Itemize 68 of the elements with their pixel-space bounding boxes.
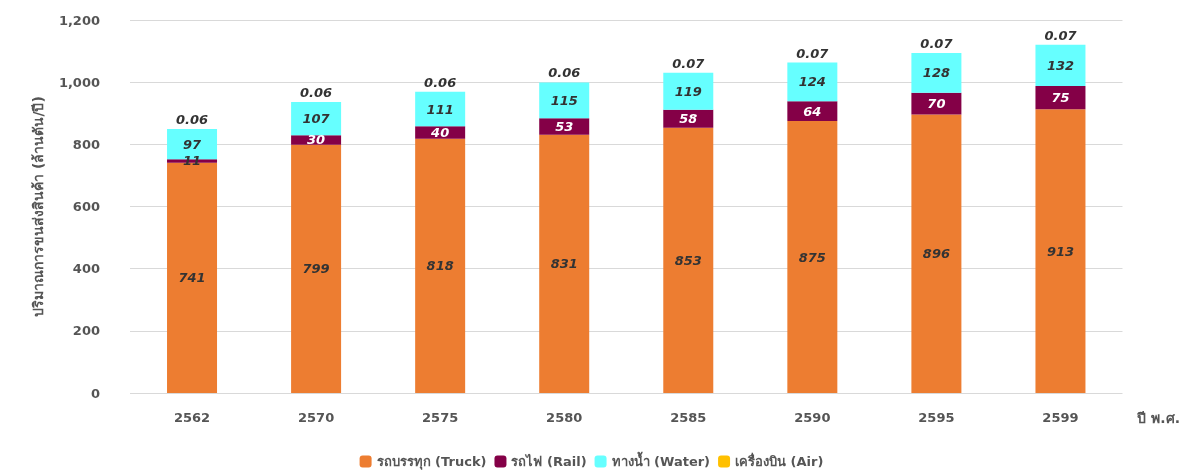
y-tick-label: 1,000: [58, 74, 100, 90]
y-tick-label: 200: [72, 323, 100, 339]
data-label: 741: [178, 270, 206, 286]
data-label: 75: [1051, 90, 1070, 106]
bar: [663, 72, 714, 110]
bar: [415, 138, 466, 393]
data-label: 70: [927, 96, 946, 112]
x-tick-label: 2595: [918, 410, 955, 425]
data-label: 0.07: [1044, 27, 1078, 43]
x-tick-label: 2585: [670, 410, 707, 425]
data-label: 0.06: [424, 74, 457, 90]
data-label: 799: [302, 261, 330, 277]
data-label: 913: [1046, 243, 1075, 259]
data-label: 875: [798, 249, 826, 265]
data-label: 831: [550, 256, 578, 272]
x-tick-label: 2575: [422, 410, 459, 425]
y-tick-label: 600: [72, 199, 100, 214]
y-tick-label: 400: [72, 261, 100, 277]
data-label: 818: [426, 258, 454, 274]
bar: [787, 62, 838, 102]
data-label: 58: [679, 111, 698, 127]
bar: [539, 82, 590, 119]
data-label: 40: [430, 125, 450, 141]
bar: [787, 121, 838, 393]
bar: [1035, 109, 1086, 393]
data-label: 853: [674, 252, 702, 268]
bar: [291, 144, 342, 393]
x-tick-label: 2562: [173, 410, 211, 425]
data-label: 111: [426, 101, 454, 117]
data-label: 0.07: [796, 45, 830, 61]
legend-label: รถบรรทุก (Truck): [376, 454, 487, 470]
y-tick-label: 1,200: [58, 12, 100, 28]
data-label: 896: [922, 246, 950, 262]
data-label: 132: [1046, 57, 1075, 73]
bar: [291, 102, 342, 136]
data-label: 115: [550, 92, 578, 108]
data-label: 107: [302, 111, 331, 127]
data-label: 64: [803, 103, 822, 119]
legend-label: เครื่องบิน (Air): [735, 452, 824, 469]
legend-label: รถไฟ (Rail): [511, 453, 587, 469]
legend-label: ทางน้ำ (Water): [611, 451, 711, 469]
y-tick-label: 800: [72, 136, 100, 152]
data-label: 0.06: [548, 65, 581, 81]
data-label: 0.07: [920, 35, 954, 51]
y-tick-label: 0: [90, 385, 100, 401]
data-label: 0.06: [175, 112, 209, 128]
bar: [911, 114, 962, 393]
y-axis-title: ปริมาณการขนส่งสินค้า (ล้านตัน/ปี): [30, 96, 46, 317]
x-tick-label: 2570: [298, 410, 335, 425]
data-label: 119: [674, 83, 702, 99]
bar: [1035, 44, 1086, 86]
bar: [911, 52, 962, 93]
data-label: 0.06: [300, 85, 333, 101]
data-label: 0.07: [672, 55, 706, 71]
x-tick-label: 2590: [794, 410, 831, 425]
data-label: 53: [555, 118, 574, 134]
bar: [539, 134, 590, 393]
bar: [415, 91, 466, 127]
x-axis-title: ปี พ.ศ.: [1136, 410, 1180, 426]
x-tick-label: 2599: [1042, 410, 1079, 425]
data-label: 97: [182, 136, 203, 152]
data-label: 11: [182, 153, 202, 169]
data-label: 124: [798, 74, 826, 90]
data-label: 30: [307, 132, 326, 148]
bar: [663, 127, 714, 393]
x-tick-label: 2580: [546, 410, 583, 425]
data-label: 128: [922, 65, 950, 81]
bar: [1035, 85, 1086, 110]
